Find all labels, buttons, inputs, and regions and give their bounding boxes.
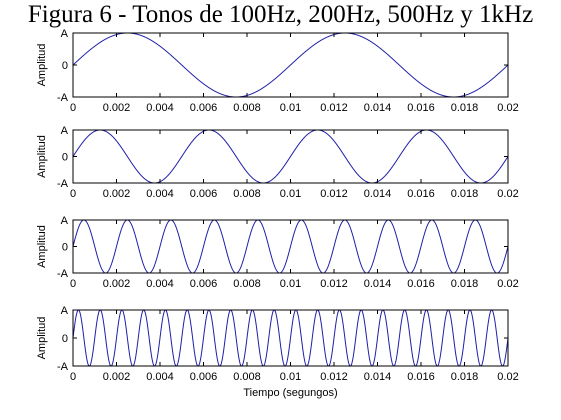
series-line-100hz bbox=[72, 32, 509, 98]
x-tick-label: 0.018 bbox=[451, 278, 479, 290]
x-tick-label: 0.016 bbox=[407, 278, 435, 290]
x-tick-label: 0.016 bbox=[407, 188, 435, 200]
x-tick-label: 0.002 bbox=[103, 188, 131, 200]
x-tick-label: 0 bbox=[70, 188, 76, 200]
x-tick-label: 0.016 bbox=[407, 102, 435, 114]
x-axis-label: Tiempo (segungos) bbox=[243, 387, 337, 399]
y-axis-label: Amplitud bbox=[36, 44, 48, 87]
x-tick-label: 0.02 bbox=[497, 188, 518, 200]
x-tick-label: 0.002 bbox=[103, 278, 131, 290]
plot-panel-3: 0 0.002 0.004 0.006 0.008 0.01 0.012 0.014 0.016… bbox=[36, 215, 519, 290]
x-tick-label: 0.012 bbox=[320, 102, 348, 114]
y-tick-label: A bbox=[61, 305, 69, 317]
y-tick-label: 0 bbox=[62, 333, 68, 345]
x-tick-label: 0.006 bbox=[190, 102, 218, 114]
x-tick-label: 0.01 bbox=[280, 102, 301, 114]
x-tick-label: 0.006 bbox=[190, 278, 218, 290]
y-tick-label: 0 bbox=[62, 152, 68, 164]
y-tick-label: -A bbox=[57, 361, 69, 373]
figure-title: Figura 6 - Tonos de 100Hz, 200Hz, 500Hz … bbox=[27, 1, 534, 28]
x-tick-label: 0.02 bbox=[497, 102, 518, 114]
plot-panel-2: 0 0.002 0.004 0.006 0.008 0.01 0.012 0.014 0.016… bbox=[36, 125, 519, 200]
x-tick-label: 0.004 bbox=[146, 188, 174, 200]
y-tick-label: A bbox=[61, 28, 69, 40]
y-tick-label: A bbox=[61, 215, 69, 227]
x-tick-label: 0.002 bbox=[103, 371, 131, 383]
x-tick-label: 0.002 bbox=[103, 102, 131, 114]
x-tick-label: 0.006 bbox=[190, 188, 218, 200]
x-tick-label: 0.014 bbox=[364, 278, 392, 290]
x-tick-label: 0.004 bbox=[146, 371, 174, 383]
x-tick-label: 0.006 bbox=[190, 371, 218, 383]
plot-panel-4: 0 0.002 0.004 0.006 0.008 0.01 0.012 0.014 0.016… bbox=[36, 305, 519, 399]
x-tick-label: 0.018 bbox=[451, 371, 479, 383]
x-tick-label: 0.018 bbox=[451, 102, 479, 114]
x-tick-label: 0.008 bbox=[233, 371, 261, 383]
x-tick-label: 0.012 bbox=[320, 371, 348, 383]
x-tick-label: 0.014 bbox=[364, 102, 392, 114]
x-tick-label: 0.004 bbox=[146, 278, 174, 290]
x-tick-label: 0 bbox=[70, 278, 76, 290]
x-tick-label: 0.014 bbox=[364, 371, 392, 383]
x-tick-label: 0.008 bbox=[233, 278, 261, 290]
x-tick-label: 0.008 bbox=[233, 188, 261, 200]
y-tick-label: -A bbox=[57, 268, 69, 280]
y-tick-label: -A bbox=[57, 178, 69, 190]
x-tick-label: 0 bbox=[70, 371, 76, 383]
x-tick-label: 0 bbox=[70, 102, 76, 114]
y-tick-label: 0 bbox=[62, 242, 68, 254]
x-tick-label: 0.01 bbox=[280, 188, 301, 200]
series-line-1000hz bbox=[72, 309, 509, 367]
plot-panel-1: 0 0.002 0.004 0.006 0.008 0.01 0.012 0.014 0.016… bbox=[36, 28, 519, 114]
x-tick-label: 0.014 bbox=[364, 188, 392, 200]
y-axis-label: Amplitud bbox=[36, 225, 48, 268]
x-tick-label: 0.01 bbox=[280, 371, 301, 383]
x-tick-label: 0.012 bbox=[320, 278, 348, 290]
y-tick-label: A bbox=[61, 125, 69, 137]
x-tick-label: 0.008 bbox=[233, 102, 261, 114]
x-tick-label: 0.018 bbox=[451, 188, 479, 200]
y-tick-label: 0 bbox=[62, 60, 68, 72]
x-tick-label: 0.01 bbox=[280, 278, 301, 290]
y-tick-label: -A bbox=[57, 92, 69, 104]
y-axis-label: Amplitud bbox=[36, 317, 48, 360]
x-tick-label: 0.016 bbox=[407, 371, 435, 383]
y-axis-label: Amplitud bbox=[36, 135, 48, 178]
series-line-500hz bbox=[72, 219, 509, 274]
x-tick-label: 0.02 bbox=[497, 278, 518, 290]
x-tick-label: 0.012 bbox=[320, 188, 348, 200]
x-tick-label: 0.02 bbox=[497, 371, 518, 383]
x-tick-label: 0.004 bbox=[146, 102, 174, 114]
series-line-200hz bbox=[72, 129, 509, 184]
